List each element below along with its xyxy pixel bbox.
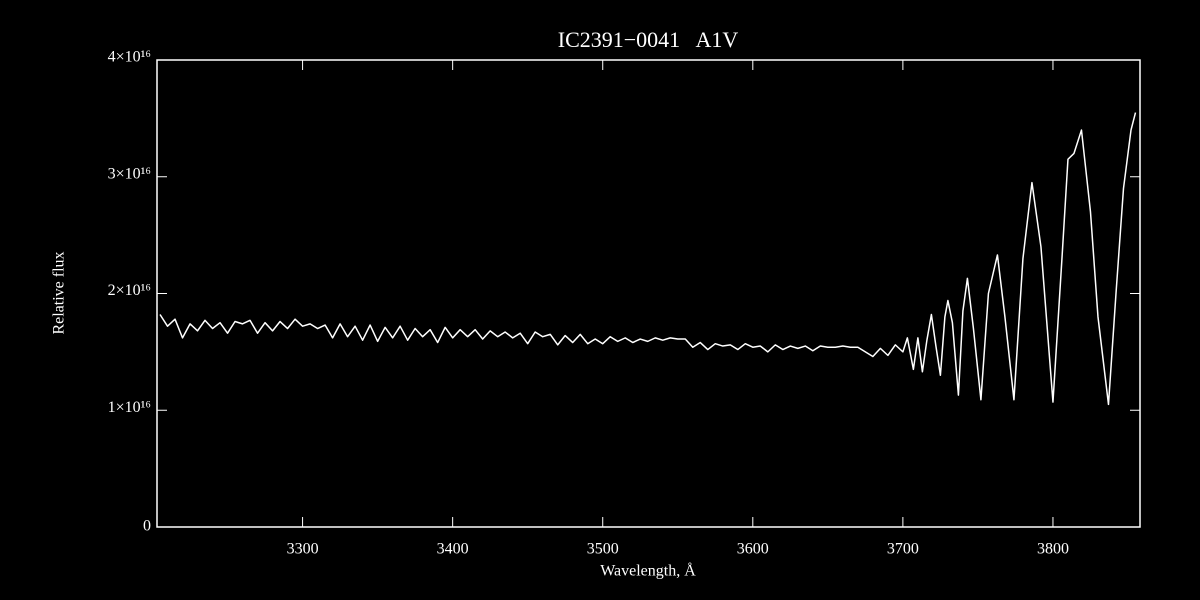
x-tick-label: 3700	[887, 541, 919, 558]
x-tick-label: 3600	[737, 541, 769, 558]
spectrum-line	[159, 112, 1137, 406]
y-tick-label: 2×10¹⁶	[108, 282, 151, 299]
y-tick-label: 4×10¹⁶	[108, 49, 151, 66]
x-tick-label: 3500	[587, 541, 619, 558]
x-tick-label: 3400	[437, 541, 469, 558]
x-axis-label: Wavelength, Å	[600, 562, 696, 580]
y-tick-label: 3×10¹⁶	[108, 165, 151, 182]
x-tick-label: 3300	[287, 541, 319, 558]
y-axis-label: Relative flux	[51, 251, 68, 334]
chart-title: IC2391−0041 A1V	[558, 27, 739, 52]
x-tick-label: 3800	[1037, 541, 1069, 558]
y-tick-label: 0	[143, 518, 151, 535]
y-tick-label: 1×10¹⁶	[108, 399, 151, 416]
